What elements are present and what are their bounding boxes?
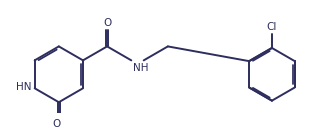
Text: NH: NH — [133, 63, 149, 73]
Text: Cl: Cl — [267, 22, 277, 32]
Text: O: O — [53, 119, 61, 129]
Text: O: O — [103, 18, 111, 28]
Text: HN: HN — [16, 82, 32, 92]
